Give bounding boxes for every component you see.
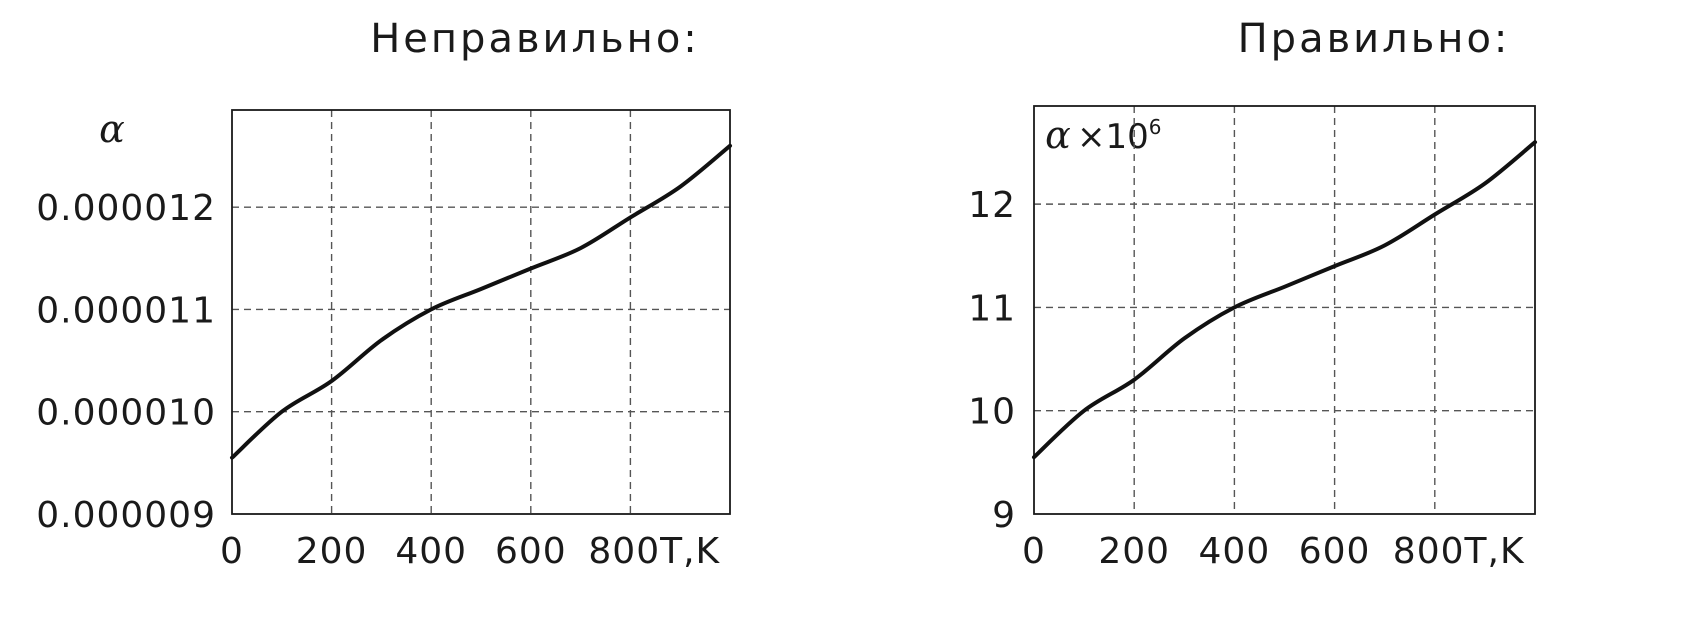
- y-tick-label: 0.000012: [36, 188, 216, 229]
- x-tick-labels: 0 200 400 600 800T,K: [1022, 531, 1525, 572]
- x-tick-label: 200: [1098, 531, 1170, 572]
- chart-correct: Правильно: α ×106 9 10 11 12 0 200 400 600 800T…: [968, 16, 1537, 572]
- x-tick-label: 0: [1022, 531, 1046, 572]
- alpha-curve: [1032, 140, 1537, 460]
- y-tick-labels: 9 10 11 12: [968, 185, 1016, 536]
- x-tick-labels: 0 200 400 600 800T,K: [220, 531, 720, 572]
- y-tick-label: 0.000010: [36, 393, 216, 434]
- x-tick-label: 0: [220, 531, 244, 572]
- y-tick-label: 0.000011: [36, 290, 216, 331]
- chart-title: Неправильно:: [370, 16, 700, 62]
- chart-title: Правильно:: [1238, 16, 1511, 62]
- x-tick-label: 400: [395, 531, 467, 572]
- x-tick-label: 800T,K: [1393, 531, 1525, 572]
- gridlines: [232, 110, 730, 514]
- x-tick-label: 800T,K: [588, 531, 720, 572]
- y-tick-label: 9: [992, 495, 1016, 536]
- multiplier-base: ×10: [1077, 117, 1149, 157]
- x-tick-label: 200: [296, 531, 368, 572]
- gridlines: [1034, 106, 1535, 514]
- y-tick-label: 0.000009: [36, 495, 216, 536]
- plot-frame: [1033, 105, 1536, 515]
- plot-frame: [231, 109, 731, 515]
- y-tick-labels: 0.000009 0.000010 0.000011 0.000012: [36, 188, 216, 536]
- x-tick-label: 600: [495, 531, 567, 572]
- multiplier-exponent: 6: [1149, 115, 1162, 139]
- x-tick-label: 400: [1199, 531, 1271, 572]
- alpha-curve: [230, 143, 732, 460]
- y-tick-label: 10: [968, 392, 1016, 433]
- y-tick-label: 12: [968, 185, 1016, 226]
- y-axis-label: α: [1045, 113, 1071, 157]
- y-axis-label: α: [99, 107, 125, 151]
- y-axis-multiplier: ×106: [1077, 115, 1162, 157]
- chart-incorrect: Неправильно: α 0.0000090.0000100.0000110…: [36, 16, 732, 572]
- x-tick-label: 600: [1299, 531, 1371, 572]
- y-tick-label: 11: [968, 288, 1016, 329]
